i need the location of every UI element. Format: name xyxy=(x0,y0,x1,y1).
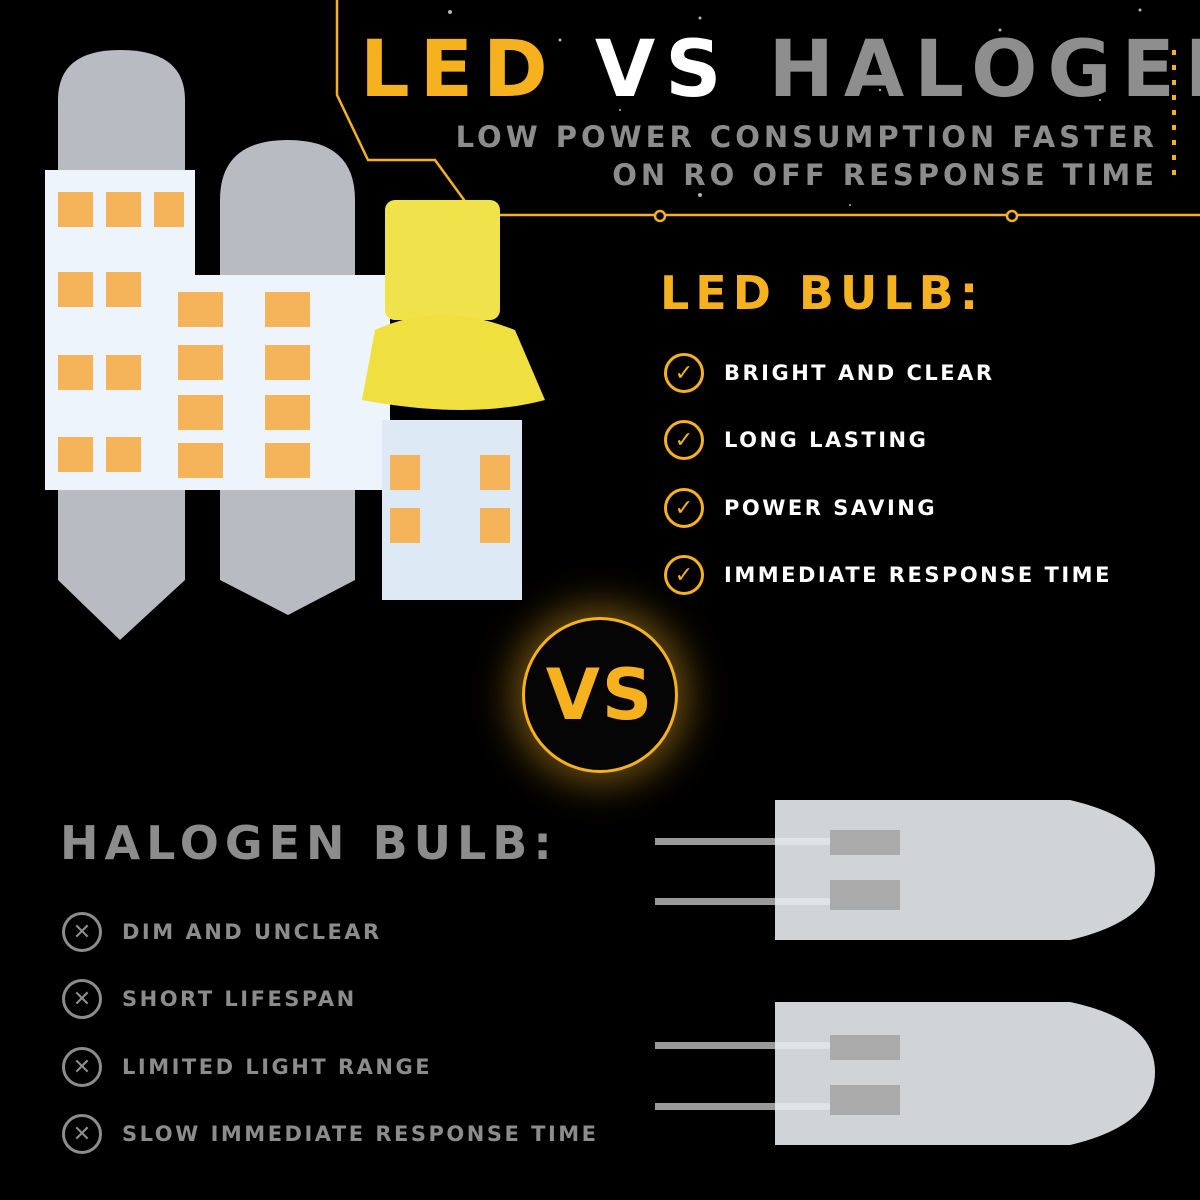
title-vs: VS xyxy=(594,25,732,115)
led-item: IMMEDIATE RESPONSE TIME xyxy=(724,563,1112,587)
x-circle-icon: ✕ xyxy=(62,1114,102,1154)
halogen-item: DIM AND UNCLEAR xyxy=(122,920,382,944)
led-item: LONG LASTING xyxy=(724,428,929,452)
halogen-item: LIMITED LIGHT RANGE xyxy=(122,1055,433,1079)
t10-wedge-bulb xyxy=(362,200,545,600)
led-heading: LED BULB: xyxy=(660,266,985,320)
check-circle-icon: ✓ xyxy=(664,353,704,393)
vs-badge: VS xyxy=(522,617,678,773)
check-circle-icon: ✓ xyxy=(664,555,704,595)
festoon-bulb-medium xyxy=(160,140,390,615)
subtitle-line-2: ON RO OFF RESPONSE TIME xyxy=(612,158,1158,192)
circuit-dots xyxy=(1172,50,1176,175)
page-title: LED VS HALOGEN xyxy=(360,30,1200,110)
halogen-bulb-top xyxy=(655,800,1155,940)
circuit-lines xyxy=(335,0,1200,223)
led-item: BRIGHT AND CLEAR xyxy=(724,361,995,385)
check-circle-icon: ✓ xyxy=(664,488,704,528)
x-circle-icon: ✕ xyxy=(62,1047,102,1087)
halogen-item: SHORT LIFESPAN xyxy=(122,987,357,1011)
halogen-bulb-bottom xyxy=(655,1002,1155,1145)
stars xyxy=(448,8,1142,206)
title-halogen: HALOGEN xyxy=(768,25,1200,115)
halogen-heading: HALOGEN BULB: xyxy=(60,816,558,870)
check-circle-icon: ✓ xyxy=(664,420,704,460)
x-circle-icon: ✕ xyxy=(62,979,102,1019)
subtitle-line-1: LOW POWER CONSUMPTION FASTER xyxy=(455,120,1158,154)
halogen-item: SLOW IMMEDIATE RESPONSE TIME xyxy=(122,1122,599,1146)
title-led: LED xyxy=(360,25,558,115)
led-item: POWER SAVING xyxy=(724,496,938,520)
x-circle-icon: ✕ xyxy=(62,912,102,952)
led-chips xyxy=(58,192,184,472)
